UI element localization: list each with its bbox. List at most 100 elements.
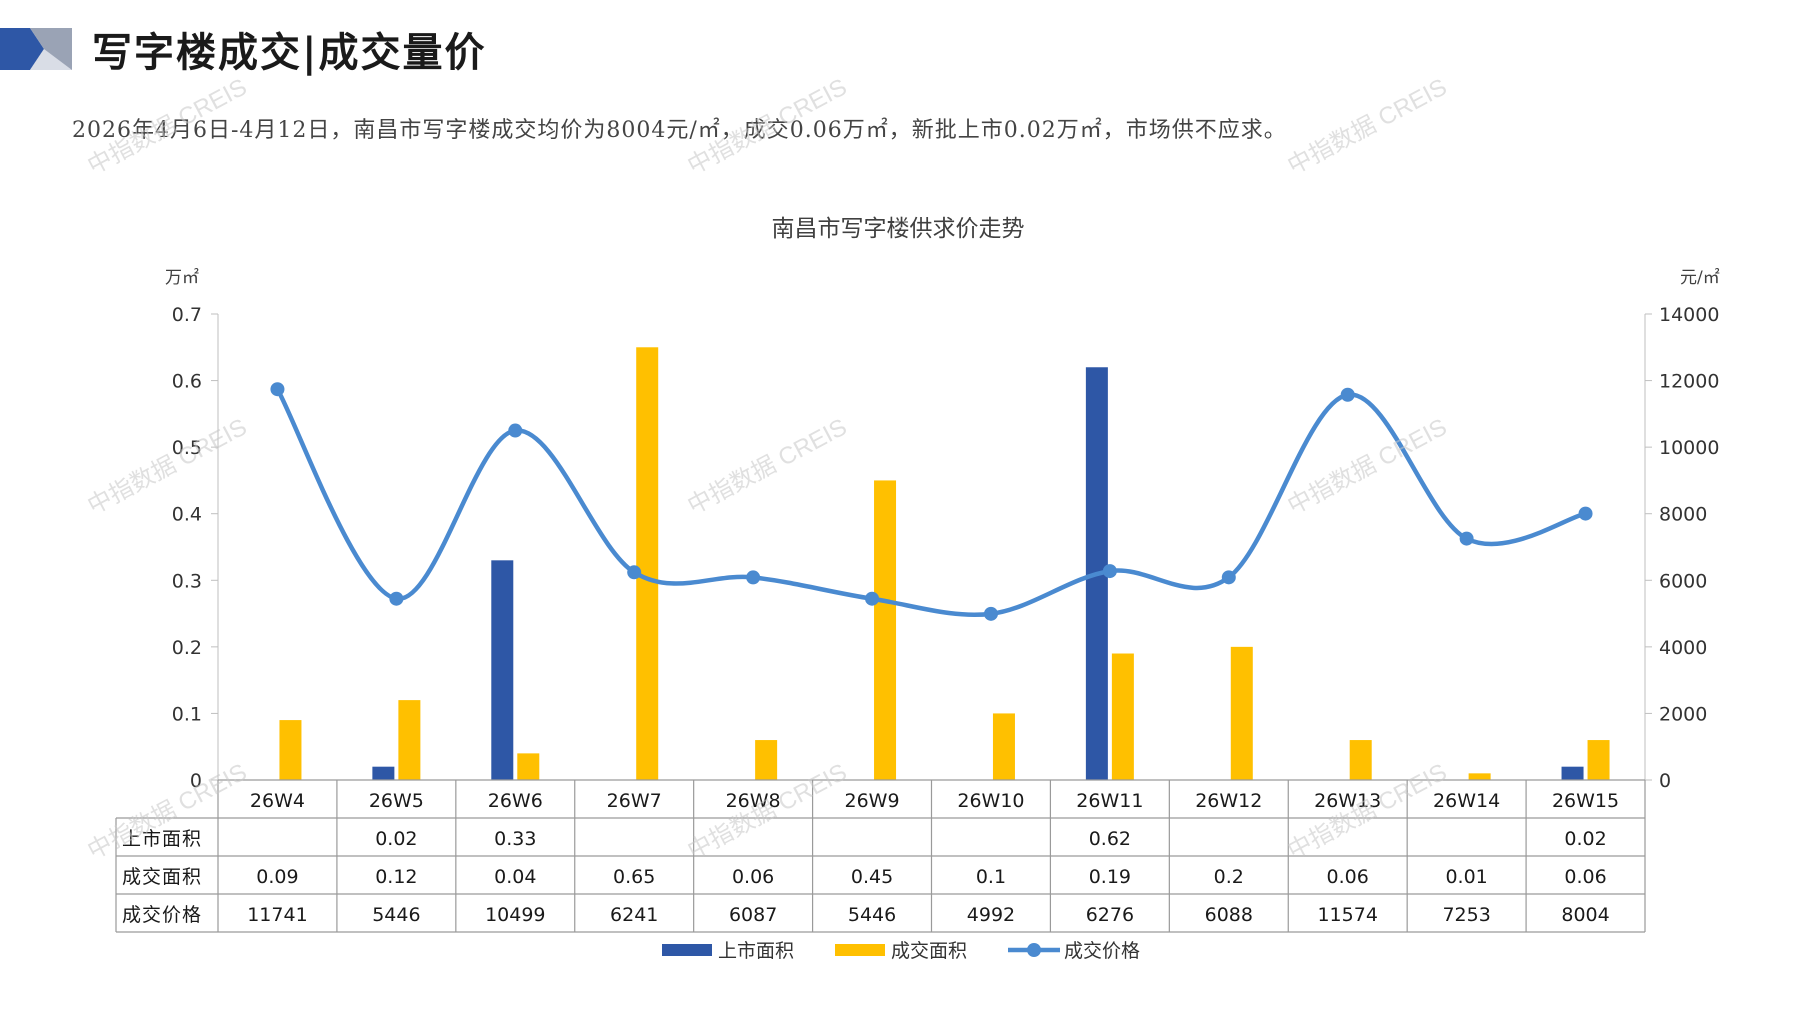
table-cell-value: 5446 — [848, 904, 896, 926]
table-cell-value: 0.62 — [1089, 828, 1131, 850]
bar-deal-area — [279, 720, 302, 780]
left-tick-label: 0 — [190, 770, 202, 792]
page-title: 写字楼成交|成交量价 — [92, 29, 487, 76]
table-cell-value: 11741 — [247, 904, 307, 926]
category-label: 26W11 — [1076, 790, 1143, 812]
left-tick-label: 0.6 — [172, 371, 202, 393]
category-label: 26W5 — [369, 790, 424, 812]
left-tick-label: 0.3 — [172, 570, 202, 592]
right-tick-label: 10000 — [1659, 437, 1719, 459]
category-label: 26W10 — [957, 790, 1024, 812]
category-label: 26W15 — [1552, 790, 1619, 812]
table-cell-value: 0.04 — [494, 866, 536, 888]
bar-deal-area — [517, 753, 540, 780]
left-tick-label: 0.1 — [172, 703, 202, 725]
table-cell-value: 6241 — [610, 904, 658, 926]
price-point — [1102, 564, 1117, 579]
category-label: 26W14 — [1433, 790, 1500, 812]
right-tick-label: 12000 — [1659, 371, 1719, 393]
left-tick-label: 0.2 — [172, 637, 202, 659]
table-cell-value: 6276 — [1086, 904, 1134, 926]
left-tick-label: 0.4 — [172, 504, 202, 526]
right-tick-label: 8000 — [1659, 504, 1707, 526]
price-point — [270, 382, 285, 397]
price-point — [1578, 506, 1593, 521]
bar-deal-area — [874, 480, 897, 780]
legend-label-deal: 成交面积 — [891, 940, 967, 962]
category-label: 26W7 — [607, 790, 662, 812]
bar-supply-area — [372, 766, 395, 780]
table-cell-value: 0.01 — [1445, 866, 1487, 888]
price-line — [275, 388, 1587, 617]
table-cell-value: 8004 — [1561, 904, 1609, 926]
table-cell-value: 11574 — [1317, 904, 1377, 926]
left-tick-label: 0.7 — [172, 304, 202, 326]
bar-deal-area — [1230, 646, 1253, 780]
category-label: 26W13 — [1314, 790, 1381, 812]
left-axis-unit: 万㎡ — [165, 268, 199, 288]
legend-swatch-deal — [835, 944, 885, 956]
bar-deal-area — [398, 700, 421, 780]
table-row-header: 成交价格 — [122, 904, 202, 926]
price-point — [1340, 387, 1355, 402]
legend-label-price: 成交价格 — [1064, 940, 1140, 962]
table-cell-value: 0.33 — [494, 828, 536, 850]
category-label: 26W9 — [845, 790, 900, 812]
table-cell-value: 0.19 — [1089, 866, 1131, 888]
header-badge-logo — [0, 28, 72, 70]
right-tick-label: 4000 — [1659, 637, 1707, 659]
table-cell-value: 6088 — [1205, 904, 1253, 926]
table-row-header: 成交面积 — [122, 866, 202, 888]
bar-deal-area — [1111, 653, 1134, 780]
category-label: 26W8 — [726, 790, 781, 812]
price-point — [627, 565, 642, 580]
table-cell-value: 0.65 — [613, 866, 655, 888]
right-tick-label: 6000 — [1659, 570, 1707, 592]
legend-label-supply: 上市面积 — [718, 940, 794, 962]
right-tick-label: 2000 — [1659, 703, 1707, 725]
table-cell-value: 0.09 — [256, 866, 298, 888]
right-tick-label: 14000 — [1659, 304, 1719, 326]
table-cell-value: 0.12 — [375, 866, 417, 888]
legend-swatch-supply — [662, 944, 712, 956]
bar-deal-area — [636, 347, 659, 780]
table-cell-value: 0.06 — [732, 866, 774, 888]
table-cell-value: 0.45 — [851, 866, 893, 888]
table-row-header: 上市面积 — [122, 828, 202, 850]
left-tick-label: 0.5 — [172, 437, 202, 459]
bar-deal-area — [1468, 773, 1491, 780]
category-label: 26W6 — [488, 790, 543, 812]
right-tick-label: 0 — [1659, 770, 1671, 792]
table-cell-value: 0.2 — [1214, 866, 1244, 888]
price-point — [983, 606, 998, 621]
table-cell-value: 0.1 — [976, 866, 1006, 888]
bar-supply-area — [491, 560, 514, 780]
bar-supply-area — [1561, 766, 1584, 780]
table-cell-value: 4992 — [967, 904, 1015, 926]
bar-deal-area — [755, 740, 778, 780]
price-point — [389, 591, 404, 606]
table-cell-value: 0.06 — [1327, 866, 1369, 888]
price-point — [1459, 531, 1474, 546]
bar-deal-area — [1349, 740, 1372, 780]
price-point — [746, 570, 761, 585]
price-point — [865, 591, 880, 606]
table-cell-value: 6087 — [729, 904, 777, 926]
price-point — [1221, 570, 1236, 585]
right-axis-unit: 元/㎡ — [1680, 268, 1720, 288]
summary-text: 2026年4月6日-4月12日，南昌市写字楼成交均价为8004元/㎡，成交0.0… — [72, 118, 1287, 143]
category-label: 26W12 — [1195, 790, 1262, 812]
legend-swatch-price-point — [1027, 943, 1041, 957]
price-point — [508, 423, 523, 438]
bar-deal-area — [1587, 740, 1610, 780]
table-cell-value: 10499 — [485, 904, 545, 926]
table-cell-value: 0.02 — [375, 828, 417, 850]
table-cell-value: 0.02 — [1564, 828, 1606, 850]
category-label: 26W4 — [250, 790, 305, 812]
table-cell-value: 5446 — [372, 904, 420, 926]
chart-title: 南昌市写字楼供求价走势 — [772, 216, 1025, 242]
table-cell-value: 7253 — [1442, 904, 1490, 926]
table-cell-value: 0.06 — [1564, 866, 1606, 888]
bar-deal-area — [992, 713, 1015, 780]
